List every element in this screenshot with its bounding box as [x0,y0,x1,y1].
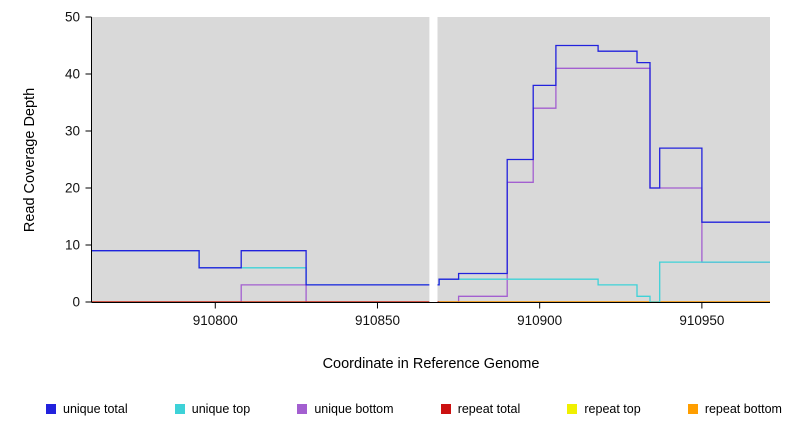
y-tick-label: 10 [65,238,80,253]
legend: unique total unique top unique bottom repea… [46,402,782,416]
legend-label: unique total [63,402,128,416]
coverage-gap-band [429,17,438,302]
legend-item-unique-top: unique top [174,402,251,416]
x-tick-label: 910900 [517,313,562,328]
legend-label: unique bottom [314,402,394,416]
legend-label: repeat top [584,402,641,416]
legend-swatch-repeat-top [567,404,578,414]
legend-swatch-unique-total [46,404,56,414]
x-tick-label: 910950 [679,313,724,328]
legend-label: repeat bottom [704,402,782,416]
y-tick-label: 20 [65,181,80,196]
y-tick-label: 30 [65,124,80,139]
legend-item-repeat-bottom: repeat bottom [687,402,782,416]
legend-item-repeat-top: repeat top [567,402,641,416]
y-tick-label: 50 [65,10,80,25]
legend-label: unique top [191,402,251,416]
y-tick-label: 40 [65,67,80,82]
legend-item-unique-bottom: unique bottom [297,402,394,416]
legend-swatch-repeat-bottom [687,404,698,414]
chart-canvas: 910800 910850 910900 910950 0 10 20 30 40 50 [65,10,770,328]
x-tick-label: 910800 [193,313,238,328]
legend-item-unique-total: unique total [46,402,128,416]
legend-item-repeat-total: repeat total [440,402,521,416]
legend-swatch-unique-top [174,404,185,414]
legend-label: repeat total [457,402,521,416]
legend-swatch-unique-bottom [297,404,308,414]
y-axis-title: Read Coverage Depth [22,87,38,233]
x-tick-label: 910850 [355,313,400,328]
series-line-unique-total [92,44,770,286]
x-axis-title: Coordinate in Reference Genome [322,356,540,372]
y-tick-label: 0 [72,295,80,310]
legend-swatch-repeat-total [440,404,451,414]
